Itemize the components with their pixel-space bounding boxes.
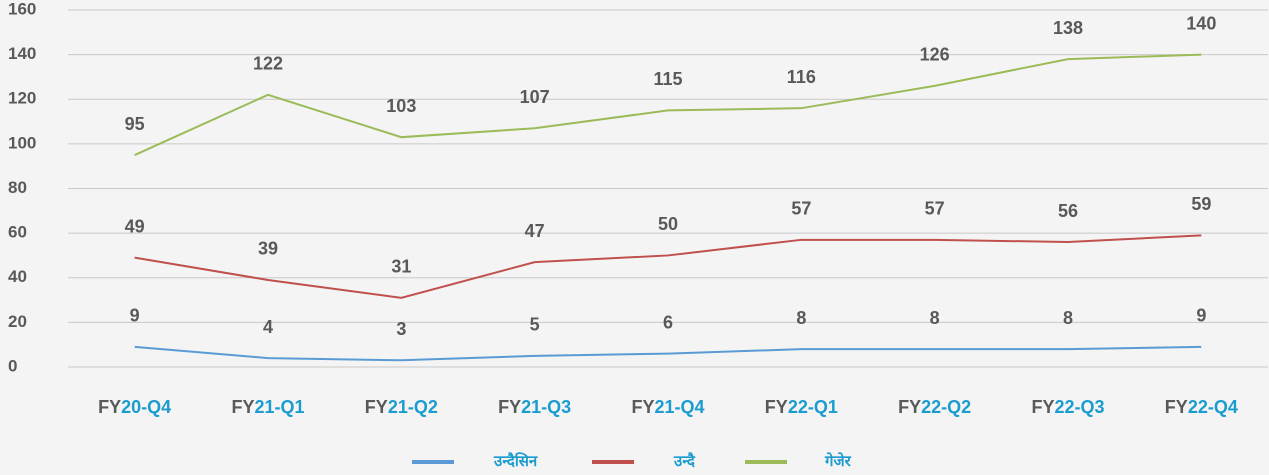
y-tick-label: 40: [8, 267, 27, 286]
y-tick-label: 60: [8, 223, 27, 242]
data-label: 8: [1063, 308, 1073, 328]
data-label: 59: [1191, 194, 1211, 214]
data-label: 57: [925, 199, 945, 219]
data-label: 5: [530, 315, 540, 335]
data-label: 3: [396, 319, 406, 339]
data-label: 138: [1053, 18, 1083, 38]
data-label: 126: [920, 45, 950, 65]
data-label: 56: [1058, 201, 1078, 221]
data-label: 8: [930, 308, 940, 328]
data-label: 9: [130, 306, 140, 326]
x-tick-label: FY22-Q1: [765, 397, 838, 417]
data-label: 31: [391, 257, 411, 277]
data-label: 122: [253, 54, 283, 74]
x-tick-label: FY21-Q2: [365, 397, 438, 417]
y-tick-label: 20: [8, 312, 27, 331]
x-tick-label: FY22-Q3: [1031, 397, 1104, 417]
x-tick-label: FY21-Q1: [231, 397, 304, 417]
y-tick-label: 0: [8, 356, 17, 375]
legend-label: गेजेर: [824, 452, 852, 470]
data-label: 39: [258, 239, 278, 259]
data-label: 4: [263, 317, 273, 337]
data-label: 8: [796, 308, 806, 328]
data-label: 103: [386, 96, 416, 116]
y-tick-label: 100: [8, 133, 36, 152]
data-label: 6: [663, 312, 673, 332]
x-tick-label: FY22-Q2: [898, 397, 971, 417]
y-tick-label: 140: [8, 44, 36, 63]
y-tick-label: 80: [8, 178, 27, 197]
data-label: 116: [787, 67, 816, 87]
series-line: [134, 53, 1202, 156]
x-tick-label: FY21-Q3: [498, 397, 571, 417]
data-label: 49: [125, 216, 145, 236]
x-tick-label: FY22-Q4: [1165, 397, 1238, 417]
data-label: 115: [653, 69, 682, 89]
data-label: 50: [658, 214, 678, 234]
data-label: 95: [125, 114, 145, 134]
data-label: 57: [791, 199, 811, 219]
series-line: [134, 345, 1202, 362]
x-tick-label: FY21-Q4: [631, 397, 704, 417]
legend-label: उन्दैसिन: [493, 452, 538, 470]
data-label: 140: [1186, 13, 1216, 33]
data-label: 107: [520, 87, 550, 107]
y-tick-label: 160: [8, 0, 36, 18]
data-label: 9: [1196, 306, 1206, 326]
series-line: [134, 234, 1202, 299]
x-tick-label: FY20-Q4: [98, 397, 171, 417]
y-tick-label: 120: [8, 89, 36, 108]
data-label: 47: [525, 221, 545, 241]
legend-label: उन्दै: [673, 452, 696, 470]
